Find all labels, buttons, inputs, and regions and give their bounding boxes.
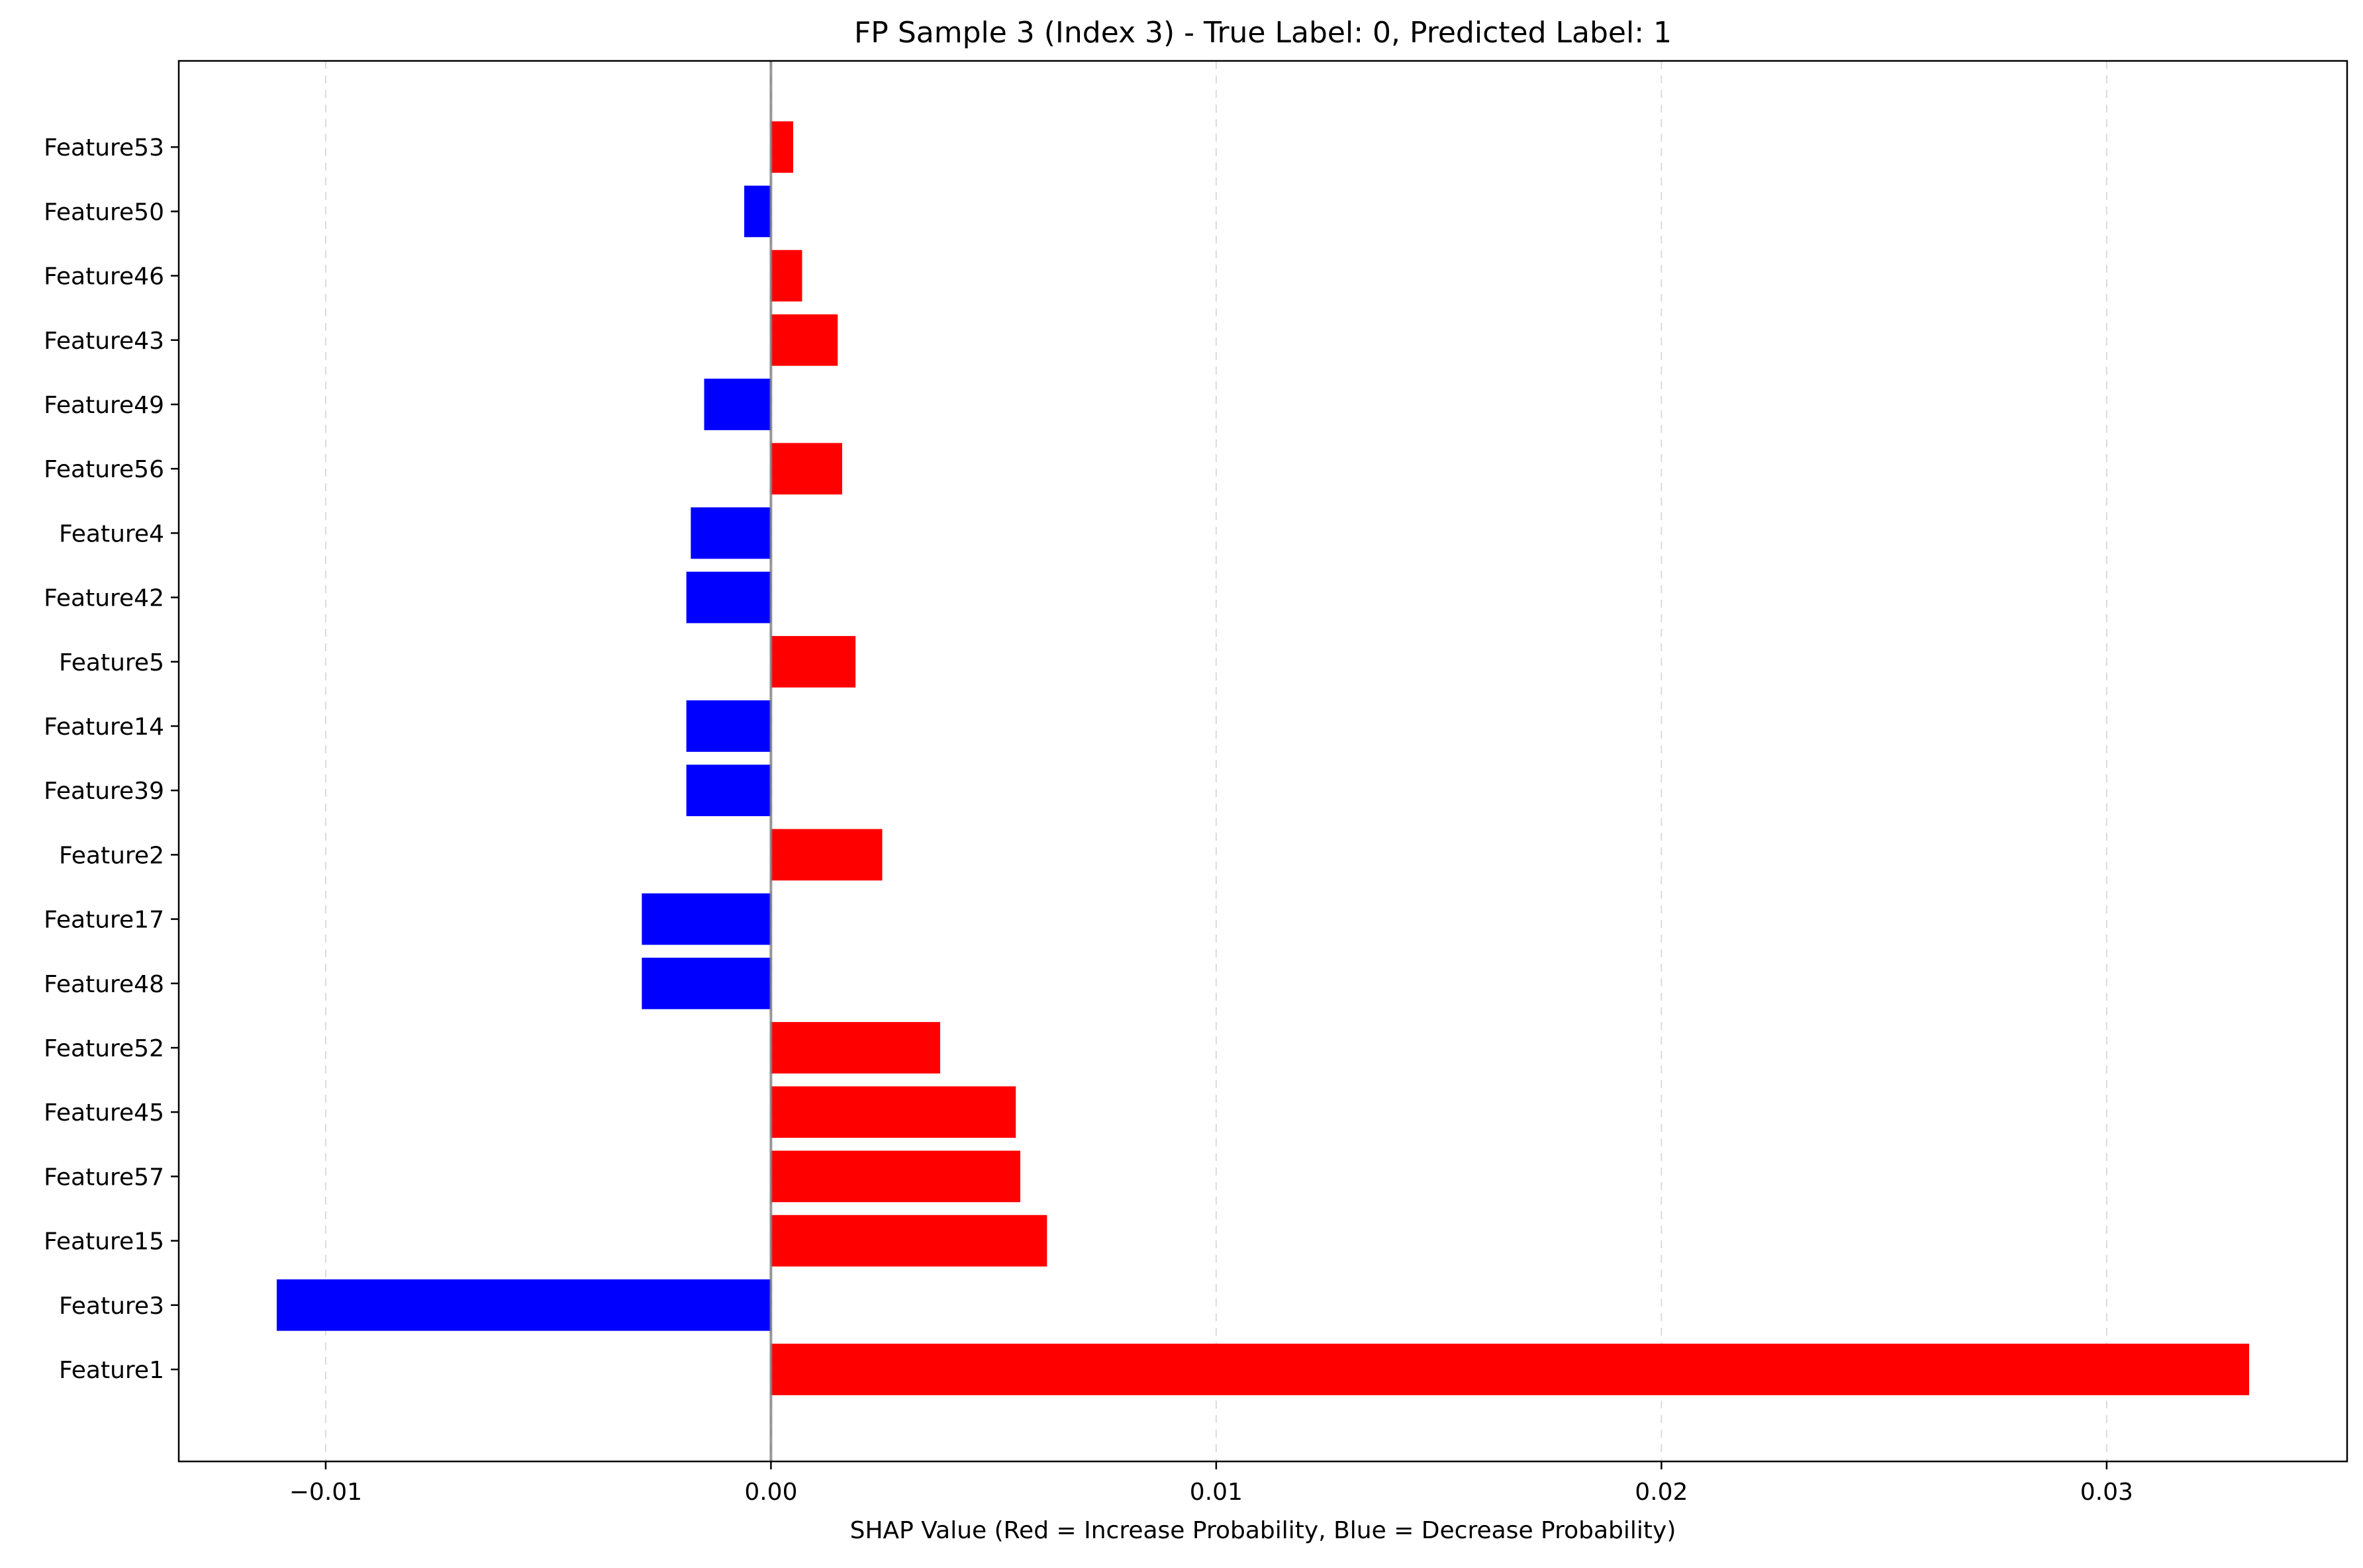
y-tick-label-feature14: Feature14 xyxy=(44,714,164,741)
y-tick-label-feature4: Feature4 xyxy=(59,520,164,547)
bar-feature43 xyxy=(771,314,838,366)
x-axis-ticks: −0.01 0.00 0.01 0.02 0.03 xyxy=(289,1461,2133,1506)
bar-feature4 xyxy=(691,507,771,559)
chart-title: FP Sample 3 (Index 3) - True Label: 0, P… xyxy=(854,16,1672,50)
bar-feature48 xyxy=(642,957,771,1009)
bar-feature39 xyxy=(686,764,771,817)
bar-feature1 xyxy=(771,1344,2250,1395)
x-axis-label: SHAP Value (Red = Increase Probability, … xyxy=(850,1517,1676,1544)
bar-feature52 xyxy=(771,1022,940,1074)
bar-feature3 xyxy=(276,1279,771,1331)
bar-feature56 xyxy=(771,443,843,495)
y-tick-label-feature48: Feature48 xyxy=(44,971,164,998)
y-tick-label-feature17: Feature17 xyxy=(44,907,164,934)
y-tick-label-feature1: Feature1 xyxy=(59,1357,164,1384)
x-tick-label-2: 0.01 xyxy=(1190,1479,1243,1506)
x-tick-label-4: 0.03 xyxy=(2080,1479,2133,1506)
bar-feature46 xyxy=(771,250,802,302)
y-tick-label-feature52: Feature52 xyxy=(44,1035,164,1062)
bar-feature2 xyxy=(771,829,883,881)
y-tick-label-feature39: Feature39 xyxy=(44,778,164,805)
y-tick-label-feature50: Feature50 xyxy=(44,199,164,226)
bar-layer xyxy=(276,121,2250,1395)
bar-feature57 xyxy=(771,1150,1020,1203)
y-tick-label-feature3: Feature3 xyxy=(59,1293,164,1320)
y-tick-label-feature49: Feature49 xyxy=(44,392,164,419)
bar-feature15 xyxy=(771,1215,1047,1267)
x-tick-label-0: −0.01 xyxy=(289,1479,362,1506)
bar-feature53 xyxy=(771,121,794,173)
y-tick-label-feature15: Feature15 xyxy=(44,1228,164,1256)
y-tick-label-feature2: Feature2 xyxy=(59,842,164,869)
bar-feature50 xyxy=(744,185,771,238)
y-tick-label-feature57: Feature57 xyxy=(44,1164,164,1191)
y-tick-label-feature42: Feature42 xyxy=(44,585,164,612)
bar-feature17 xyxy=(642,893,771,945)
y-tick-label-feature56: Feature56 xyxy=(44,456,164,483)
grid-layer xyxy=(324,61,2107,1461)
bar-feature14 xyxy=(686,700,771,752)
bar-feature5 xyxy=(771,635,856,688)
bar-feature45 xyxy=(771,1086,1016,1138)
y-tick-label-feature43: Feature43 xyxy=(44,328,164,355)
x-tick-label-1: 0.00 xyxy=(744,1479,797,1506)
plot-area-frame xyxy=(177,60,2348,1463)
y-axis-ticks: Feature1 Feature3 Feature15 Feature57 Featur… xyxy=(44,134,179,1384)
y-tick-label-feature53: Feature53 xyxy=(44,134,164,161)
y-tick-label-feature45: Feature45 xyxy=(44,1099,164,1127)
y-tick-label-feature5: Feature5 xyxy=(59,649,164,676)
bar-feature42 xyxy=(686,571,771,623)
x-tick-label-3: 0.02 xyxy=(1635,1479,1688,1506)
y-tick-label-feature46: Feature46 xyxy=(44,263,164,291)
bar-feature49 xyxy=(704,379,771,430)
